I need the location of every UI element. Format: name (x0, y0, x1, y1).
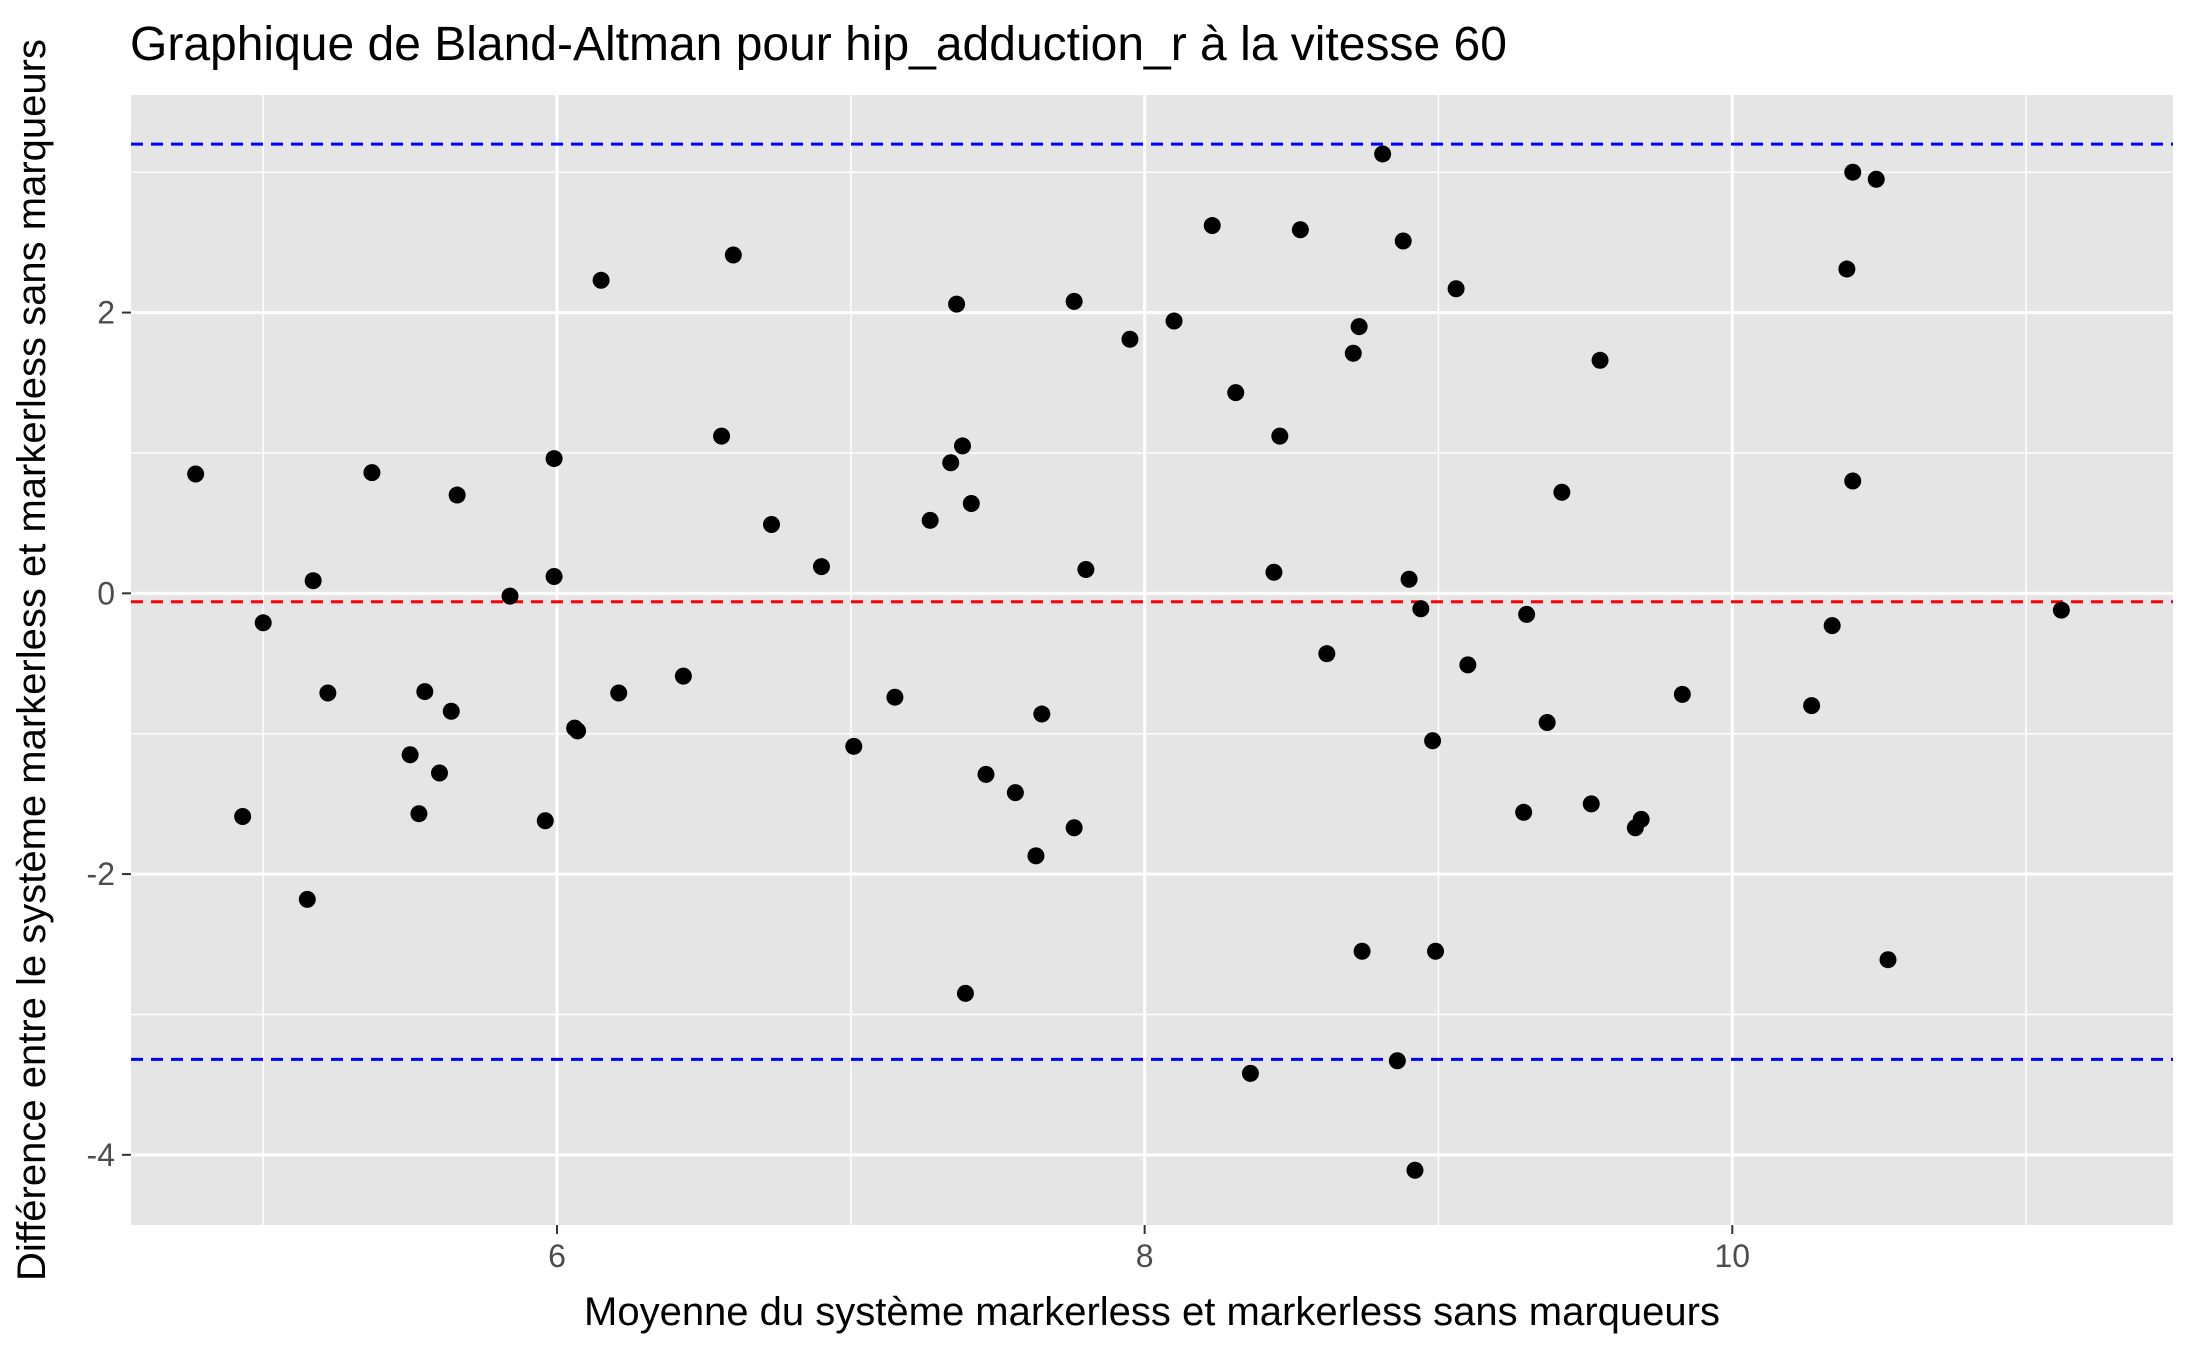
data-point (674, 667, 692, 685)
data-point (1553, 483, 1571, 501)
data-point (1427, 942, 1445, 960)
data-point (977, 765, 995, 783)
data-point (1447, 280, 1465, 298)
data-point (545, 567, 563, 585)
data-point (1027, 847, 1045, 865)
data-point (416, 683, 434, 701)
data-point (1291, 221, 1309, 239)
data-point (1077, 560, 1095, 578)
data-point (845, 737, 863, 755)
data-point (1033, 705, 1051, 723)
data-point (410, 805, 428, 823)
chart-title: Graphique de Bland-Altman pour hip_adduc… (130, 18, 1507, 71)
data-point (1241, 1064, 1259, 1082)
data-point (1844, 472, 1862, 490)
data-point (1673, 685, 1691, 703)
data-point (956, 984, 974, 1002)
data-point (234, 808, 252, 826)
data-point (1344, 344, 1362, 362)
data-point (187, 465, 205, 483)
data-point (886, 688, 904, 706)
data-point (1318, 645, 1336, 663)
data-point (319, 684, 337, 702)
data-point (363, 464, 381, 482)
x-tick-label: 6 (548, 1238, 566, 1274)
reference-lines (131, 142, 2173, 1061)
data-point (545, 450, 563, 468)
data-point (948, 295, 966, 313)
data-point (763, 516, 781, 534)
data-point (1538, 713, 1556, 731)
data-point (962, 494, 980, 512)
data-point (812, 558, 830, 576)
x-tick-label: 8 (1136, 1238, 1154, 1274)
major-gridlines (131, 95, 2173, 1225)
data-point (1394, 232, 1412, 250)
data-point (1374, 145, 1392, 163)
data-point (1350, 318, 1368, 336)
data-point (448, 486, 466, 504)
data-point (1591, 351, 1609, 369)
plot-panel (131, 95, 2173, 1225)
data-point (1844, 163, 1862, 181)
data-point (953, 437, 971, 455)
y-tick-label: -2 (87, 856, 115, 892)
data-point (921, 511, 939, 529)
data-point (1227, 384, 1245, 402)
data-point (536, 812, 554, 830)
data-point (942, 454, 960, 472)
data-point (1867, 170, 1885, 188)
data-point (592, 271, 610, 289)
data-point (401, 746, 419, 764)
y-tick-label: -4 (87, 1137, 115, 1173)
data-point (1412, 600, 1430, 618)
data-point (1388, 1052, 1406, 1070)
data-point (724, 246, 742, 264)
data-point (1406, 1161, 1424, 1179)
y-tick-label: 2 (97, 295, 115, 331)
data-point (610, 684, 628, 702)
data-point (442, 702, 460, 720)
data-point (1121, 330, 1139, 348)
minor-gridlines (131, 95, 2173, 1225)
data-point (1400, 570, 1418, 588)
data-point (1353, 942, 1371, 960)
data-point (1006, 784, 1024, 802)
data-point (1065, 292, 1083, 310)
data-point (1803, 697, 1821, 715)
x-axis-title: Moyenne du système markerless et markerl… (584, 1290, 1720, 1334)
data-point (1879, 951, 1897, 969)
data-point (1632, 810, 1650, 828)
y-tick-label: 0 (97, 575, 115, 611)
x-axis-ticks: 6 8 10 (548, 1225, 1750, 1274)
data-point (2052, 601, 2070, 619)
data-point (1582, 795, 1600, 813)
data-points (187, 145, 2070, 1179)
data-point (304, 572, 322, 590)
data-point (569, 722, 587, 740)
data-point (713, 427, 731, 445)
data-point (1518, 605, 1536, 623)
data-point (254, 614, 272, 632)
y-axis-title: Différence entre le système markerless e… (10, 39, 54, 1281)
data-point (501, 587, 519, 605)
data-point (1203, 217, 1221, 235)
data-point (298, 890, 316, 908)
data-point (1065, 819, 1083, 837)
data-point (1515, 803, 1533, 821)
y-axis-ticks: -4 -2 0 2 (87, 295, 131, 1173)
data-point (1271, 427, 1289, 445)
data-point (1823, 617, 1841, 635)
data-point (1838, 260, 1856, 278)
data-point (431, 764, 449, 782)
data-point (1459, 656, 1477, 674)
data-point (1424, 732, 1442, 750)
data-point (1165, 312, 1183, 330)
x-tick-label: 10 (1714, 1238, 1750, 1274)
data-point (1265, 563, 1283, 581)
